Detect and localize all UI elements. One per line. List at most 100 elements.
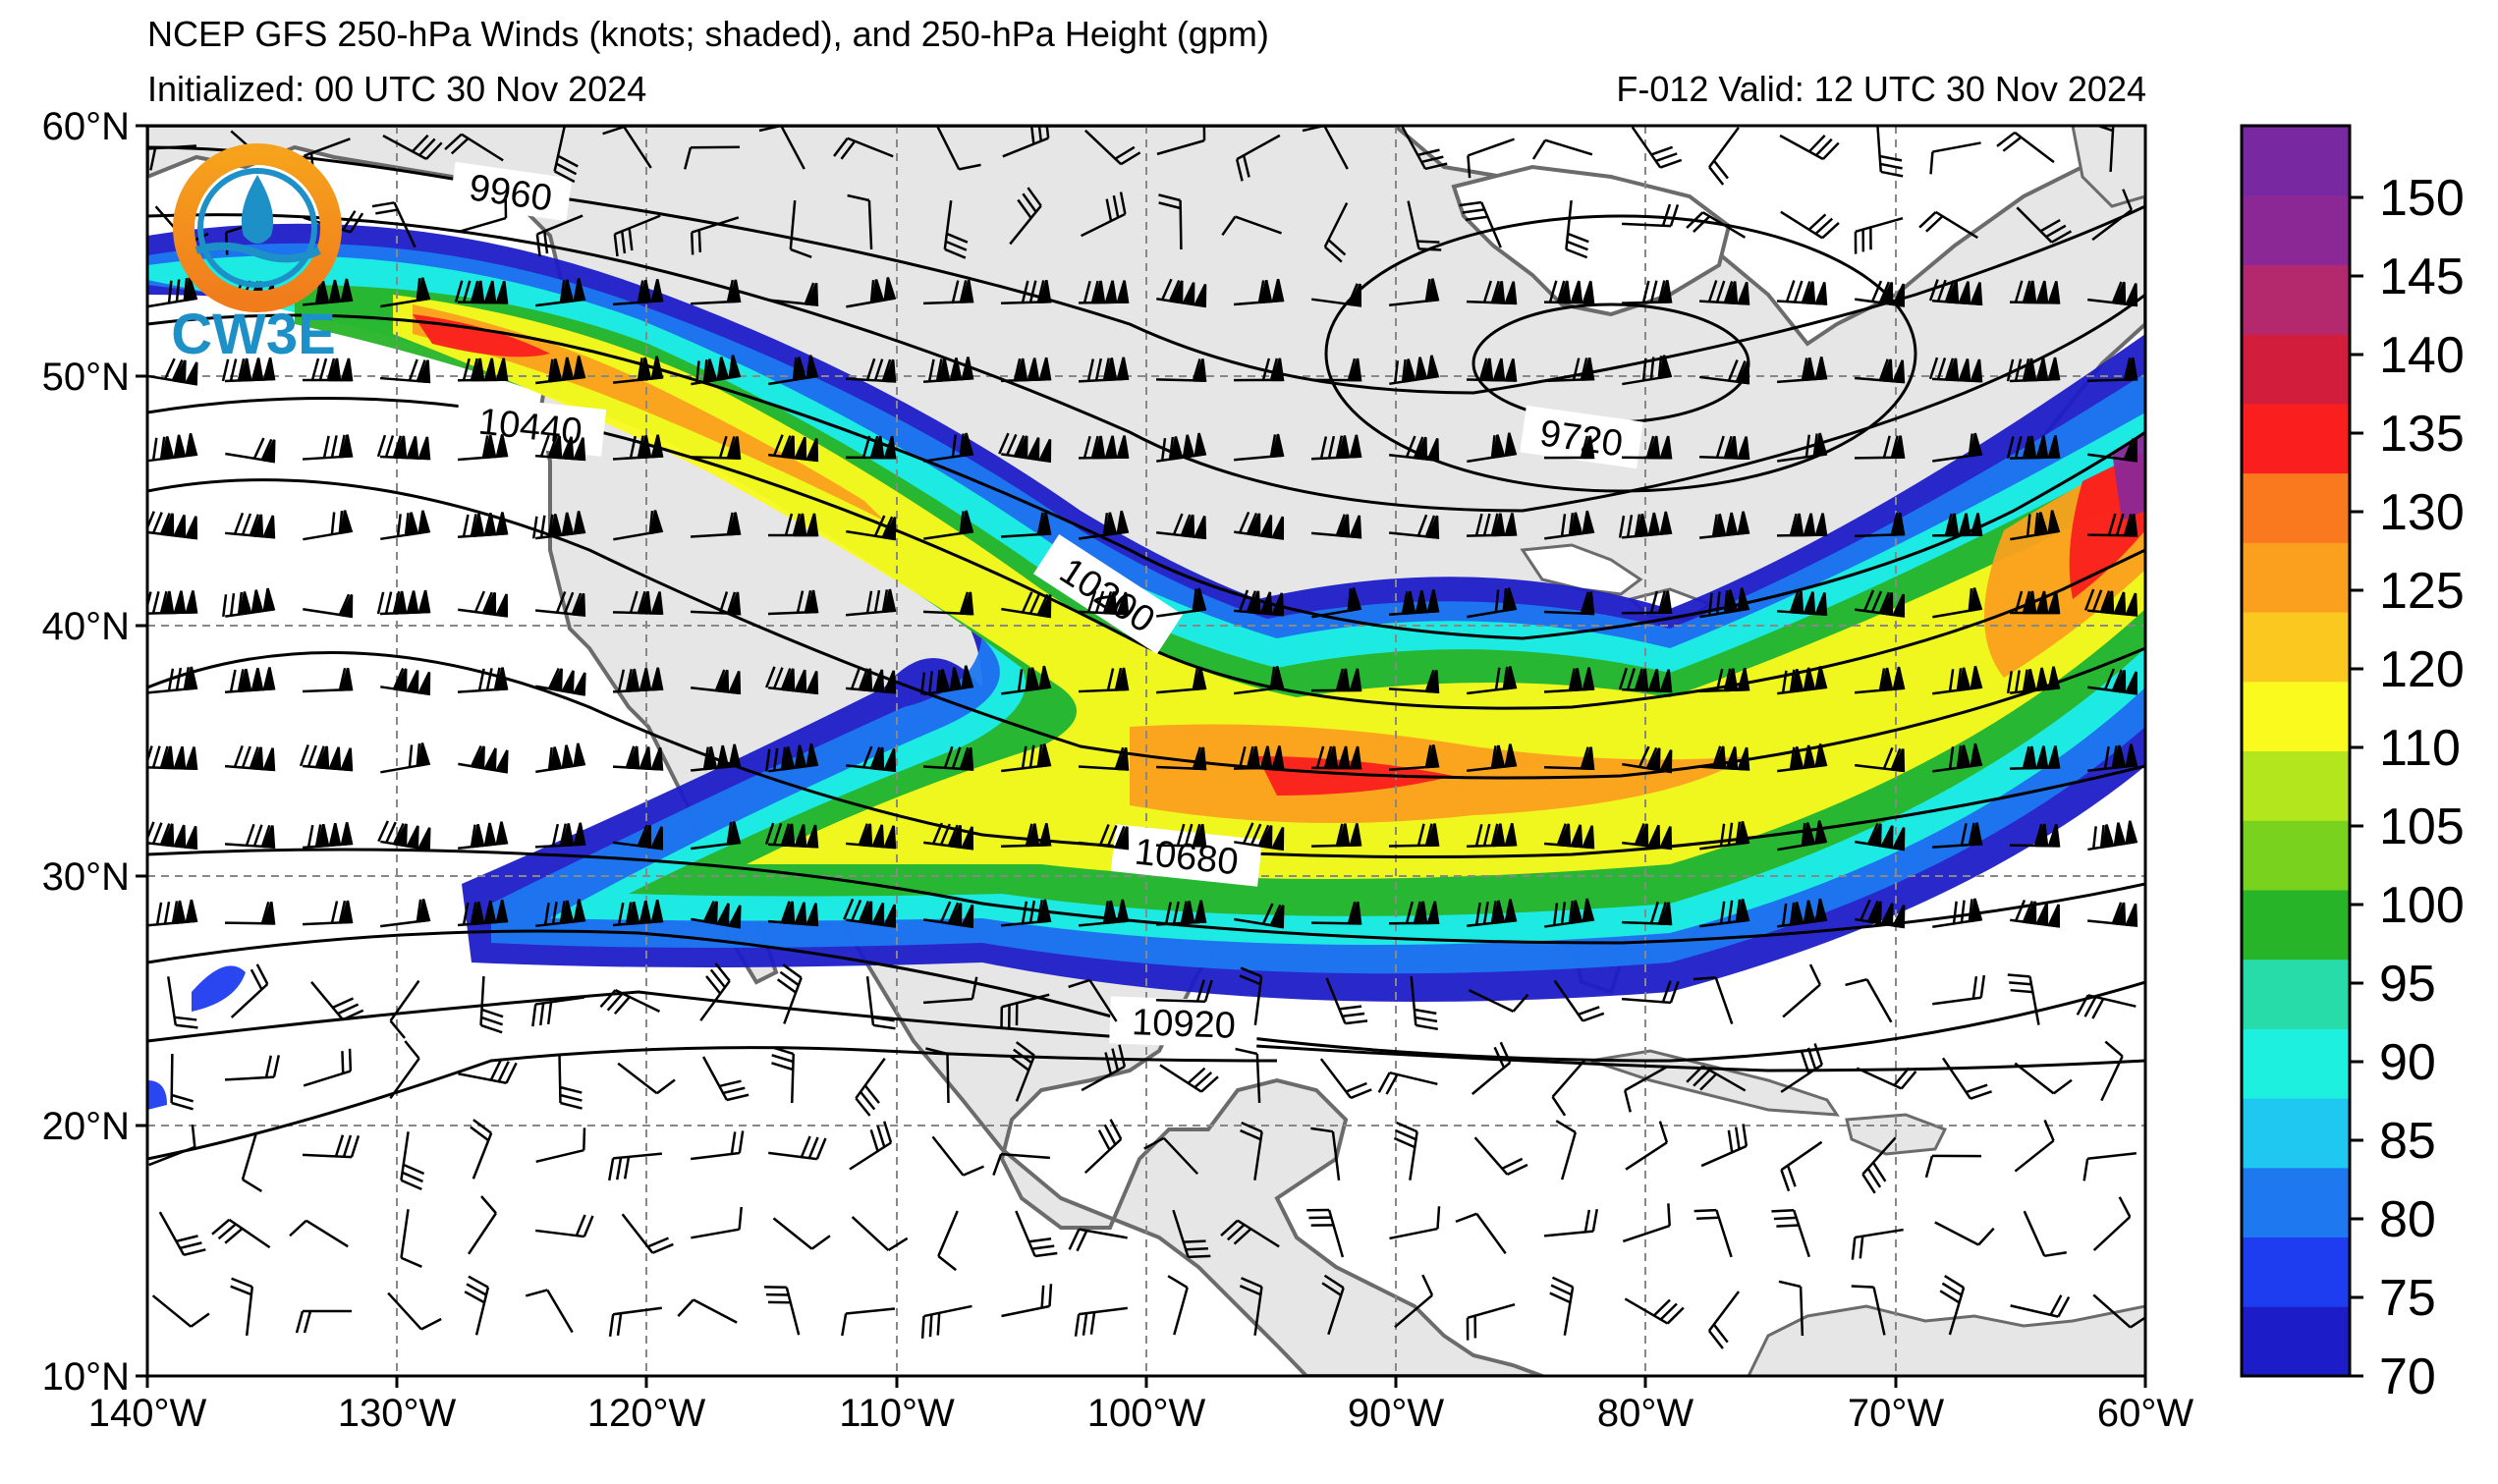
wind-barb xyxy=(1083,1119,1123,1175)
wind-barb xyxy=(535,899,586,928)
lon-label: 110°W xyxy=(839,1392,955,1435)
wind-barb xyxy=(1233,745,1285,770)
wind-barb xyxy=(846,515,897,541)
colorbar-segment xyxy=(2242,1237,2350,1307)
wind-barb xyxy=(151,1294,210,1328)
wind-barb xyxy=(1310,901,1362,925)
wind-barb xyxy=(2016,206,2073,244)
wind-barb xyxy=(1388,823,1440,848)
wind-barb xyxy=(535,667,586,696)
wind-barb xyxy=(376,434,431,461)
wind-barb xyxy=(1466,822,1518,849)
wind-barb xyxy=(2010,1294,2071,1318)
wind-barb xyxy=(1855,746,1906,773)
wind-barb xyxy=(772,1217,831,1250)
wind-barb xyxy=(920,665,974,696)
wind-barb xyxy=(1001,665,1052,695)
wind-barb xyxy=(922,357,974,383)
wind-barb xyxy=(1932,742,1983,773)
wind-barb xyxy=(2087,668,2138,695)
wind-barb xyxy=(922,279,974,305)
wind-barb xyxy=(602,126,652,169)
logo-text: CW3E xyxy=(171,302,336,366)
wind-barb xyxy=(458,744,509,774)
wind-barb xyxy=(612,900,664,927)
wind-barb xyxy=(1780,1043,1823,1093)
wind-barb xyxy=(302,667,354,693)
wind-barb xyxy=(535,278,586,307)
wind-barb xyxy=(677,1298,738,1324)
wind-barb xyxy=(1155,746,1207,771)
wind-barb xyxy=(1159,1064,1219,1093)
wind-barb xyxy=(1310,434,1362,461)
wind-barb xyxy=(1001,743,1052,773)
wind-barb xyxy=(1779,134,1840,161)
wind-barb xyxy=(691,355,742,386)
init-time: Initialized: 00 UTC 30 Nov 2024 xyxy=(147,69,647,109)
wind-barb xyxy=(923,510,974,540)
wind-barb xyxy=(1621,280,1673,304)
lat-label: 40°N xyxy=(42,605,130,648)
colorbar-segment xyxy=(2242,403,2350,474)
wind-barb xyxy=(771,1046,796,1104)
colorbar-tick-label: 120 xyxy=(2379,641,2465,698)
wind-barb xyxy=(613,214,661,257)
wind-barb xyxy=(535,742,586,774)
wind-barb xyxy=(613,824,664,851)
wind-barb xyxy=(302,278,354,306)
wind-barb xyxy=(1699,899,1750,928)
wind-barb xyxy=(147,745,198,770)
chart-title: NCEP GFS 250-hPa Winds (knots; shaded), … xyxy=(147,14,1269,54)
wind-barb xyxy=(1310,823,1362,848)
wind-barb xyxy=(222,587,276,618)
wind-barb xyxy=(846,277,897,308)
wind-barb xyxy=(2092,1196,2132,1251)
wind-barb xyxy=(1928,279,1983,306)
wind-barb xyxy=(2087,438,2138,463)
wind-barb xyxy=(1155,900,1207,926)
wind-barb xyxy=(613,510,664,541)
wind-barb xyxy=(1010,1041,1036,1102)
wind-barb xyxy=(382,134,443,160)
wind-barb xyxy=(1708,127,1740,186)
wind-barb xyxy=(1000,280,1052,304)
wind-barb xyxy=(1699,587,1750,619)
wind-barb xyxy=(931,1135,984,1177)
wind-barb xyxy=(535,1214,594,1238)
wind-barb xyxy=(1932,587,1983,619)
wind-barb xyxy=(458,1059,518,1084)
wind-barb xyxy=(535,214,583,257)
wind-barb xyxy=(1001,591,1052,619)
wind-barb xyxy=(1777,666,1828,695)
wind-barb xyxy=(1389,1206,1441,1240)
wind-barb xyxy=(690,216,740,255)
wind-barb xyxy=(1855,899,1906,929)
wind-barb xyxy=(531,996,584,1027)
wind-barb xyxy=(224,901,276,925)
wind-barb xyxy=(380,899,431,928)
wind-barb xyxy=(1782,963,1822,1018)
wind-barb xyxy=(2023,1210,2067,1258)
cw3e-logo: CW3E xyxy=(171,143,342,366)
wind-barb xyxy=(1079,510,1130,540)
wind-barb xyxy=(1388,901,1440,925)
wind-barb xyxy=(1618,667,1673,693)
wind-barb xyxy=(380,510,431,541)
wind-barb xyxy=(535,1127,586,1164)
wind-barb xyxy=(2010,510,2061,541)
wind-barb xyxy=(691,1206,743,1239)
wind-barb xyxy=(1079,824,1130,851)
wind-barb xyxy=(224,823,276,850)
wind-barb xyxy=(767,901,819,927)
wind-barb xyxy=(534,822,586,849)
wind-barb xyxy=(400,1209,422,1268)
wind-barb xyxy=(691,743,742,772)
wind-barb xyxy=(376,589,431,616)
wind-barb xyxy=(148,1125,196,1167)
wind-barb xyxy=(1851,1285,1886,1336)
wind-barb xyxy=(1875,126,1904,178)
lat-label: 60°N xyxy=(42,105,130,148)
wind-barb xyxy=(608,1306,662,1337)
wind-barb xyxy=(303,593,354,619)
